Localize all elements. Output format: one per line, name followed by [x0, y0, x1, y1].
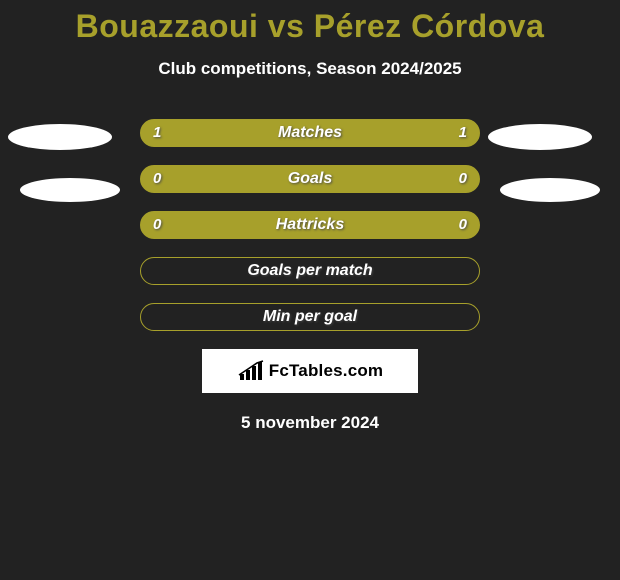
- player-ellipse-0: [8, 124, 112, 150]
- stat-row-goals-per-match: Goals per match: [140, 257, 480, 285]
- bars-chart-icon: [237, 360, 265, 382]
- logo-inner: FcTables.com: [237, 360, 384, 382]
- player1-name: Bouazzaoui: [76, 8, 259, 44]
- stat-label: Hattricks: [141, 212, 479, 238]
- title-vs: vs: [268, 8, 305, 44]
- snapshot-date: 5 november 2024: [0, 413, 620, 433]
- stat-bars: 11Matches 00Goals 00Hattricks Goals per mat…: [0, 119, 620, 331]
- stat-row-goals: 00Goals: [140, 165, 480, 193]
- comparison-title: Bouazzaoui vs Pérez Córdova: [0, 0, 620, 45]
- stat-row-min-per-goal: Min per goal: [140, 303, 480, 331]
- player-ellipse-3: [500, 178, 600, 202]
- stat-label: Goals: [141, 166, 479, 192]
- stat-row-matches: 11Matches: [140, 119, 480, 147]
- player-ellipse-1: [488, 124, 592, 150]
- stat-label: Matches: [141, 120, 479, 146]
- logo-box: FcTables.com: [202, 349, 418, 393]
- player-ellipse-2: [20, 178, 120, 202]
- stat-label: Goals per match: [141, 258, 479, 284]
- subtitle: Club competitions, Season 2024/2025: [0, 59, 620, 79]
- stat-row-hattricks: 00Hattricks: [140, 211, 480, 239]
- logo-text: FcTables.com: [269, 361, 384, 381]
- stat-label: Min per goal: [141, 304, 479, 330]
- player2-name: Pérez Córdova: [314, 8, 545, 44]
